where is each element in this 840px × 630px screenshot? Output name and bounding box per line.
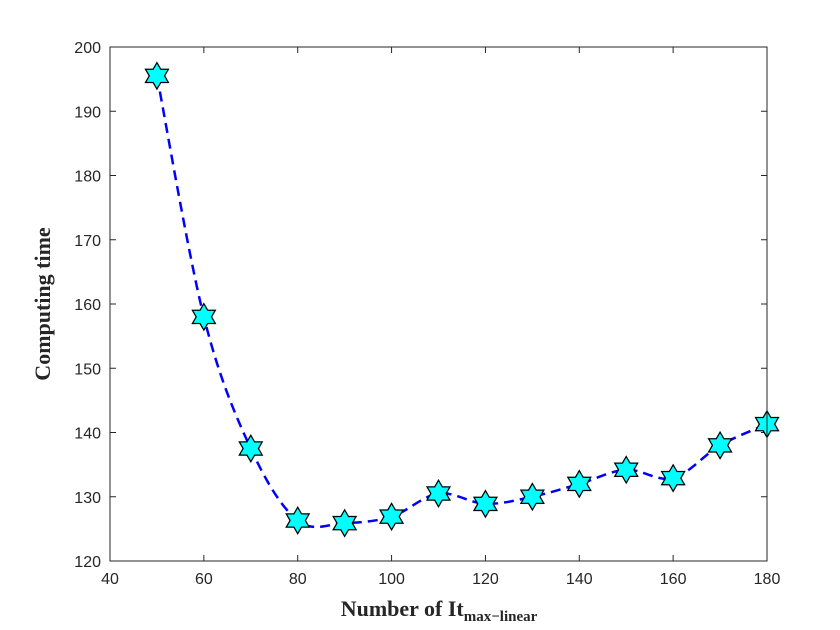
data-point-marker xyxy=(707,430,733,460)
data-point-marker xyxy=(332,508,358,538)
data-point-marker xyxy=(285,506,311,536)
y-axis-title: Computing time xyxy=(30,227,55,381)
data-point-marker xyxy=(472,489,498,519)
y-tick-label: 200 xyxy=(74,40,101,57)
x-tick-label: 160 xyxy=(660,571,687,588)
y-tick-label: 180 xyxy=(74,169,101,186)
y-tick-label: 190 xyxy=(74,104,101,121)
x-tick-label: 60 xyxy=(195,571,213,588)
data-point-marker xyxy=(425,479,452,509)
y-tick-label: 160 xyxy=(74,297,101,314)
plot-background xyxy=(110,47,767,561)
x-tick-label: 40 xyxy=(101,571,119,588)
x-axis-title: Number of Itmax−linear xyxy=(341,596,538,625)
data-point-marker xyxy=(144,61,170,91)
data-point-marker xyxy=(191,302,217,332)
markers xyxy=(144,61,780,538)
y-tick-label: 120 xyxy=(74,554,101,571)
x-tick-label: 140 xyxy=(566,571,593,588)
data-point-marker xyxy=(613,455,639,485)
x-tick-label: 100 xyxy=(378,571,405,588)
data-point-marker xyxy=(660,463,686,493)
tick-labels: 40 60 80 100 120 140 160 180 120 130 140 150 160 170 1… xyxy=(74,40,780,588)
data-point-marker xyxy=(519,482,545,512)
data-point-marker xyxy=(566,469,592,499)
y-tick-label: 140 xyxy=(74,426,101,443)
x-axis-title-subscript: max−linear xyxy=(464,609,538,625)
y-tick-label: 150 xyxy=(74,361,101,378)
plot-frame xyxy=(109,46,768,562)
x-axis-title-main: Number of It xyxy=(341,596,465,621)
x-tick-label: 80 xyxy=(289,571,307,588)
data-point-marker xyxy=(238,434,264,464)
y-tick-label: 170 xyxy=(74,233,101,250)
data-point-marker xyxy=(379,502,405,532)
x-tick-label: 120 xyxy=(472,571,499,588)
x-tick-label: 180 xyxy=(754,571,781,588)
y-tick-label: 130 xyxy=(74,490,101,507)
